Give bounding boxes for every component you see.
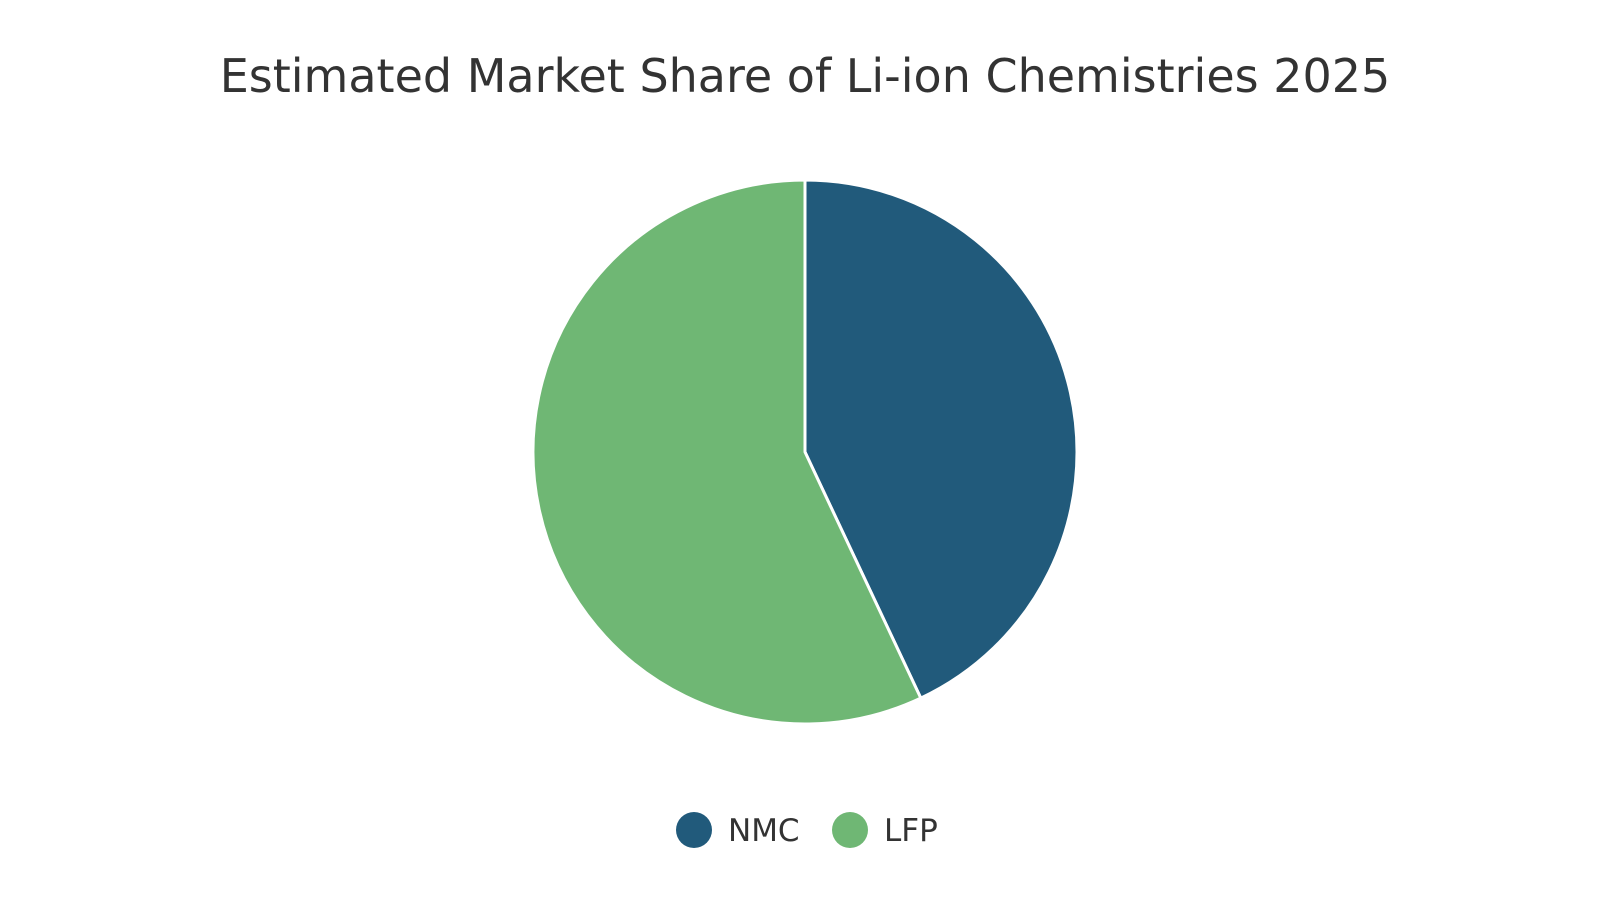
legend-item-lfp[interactable]: LFP: [832, 812, 938, 849]
legend-marker-lfp: [832, 812, 868, 848]
legend-marker-nmc: [676, 812, 712, 848]
pie-slice-nmc[interactable]: [803, 178, 1079, 700]
legend: NMC LFP: [676, 812, 938, 849]
pie-slice-lfp[interactable]: [531, 178, 923, 726]
legend-item-nmc[interactable]: NMC: [676, 812, 800, 849]
chart-title: Estimated Market Share of Li-ion Chemist…: [220, 49, 1391, 103]
legend-label-nmc: NMC: [728, 813, 800, 849]
pie-slices: [531, 178, 1079, 726]
legend-label-lfp: LFP: [884, 813, 938, 849]
